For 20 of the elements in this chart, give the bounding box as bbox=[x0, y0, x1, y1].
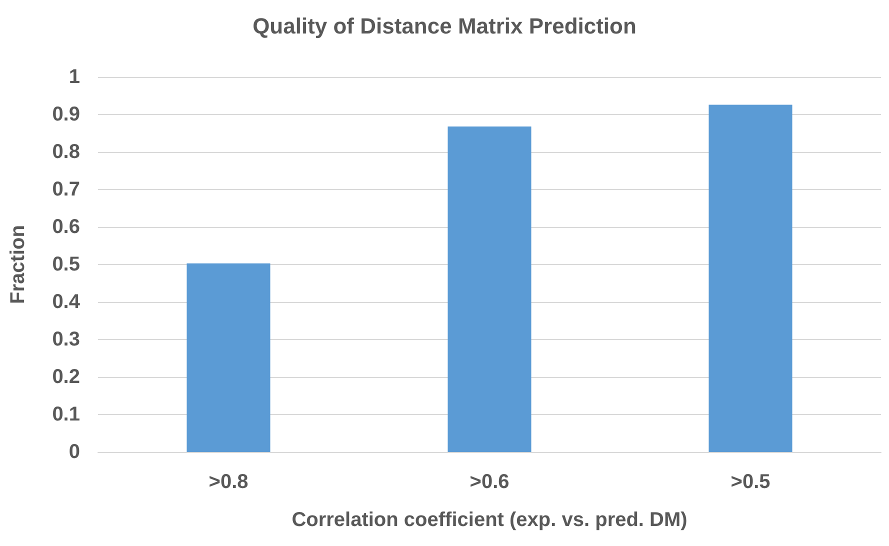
x-axis-title: Correlation coefficient (exp. vs. pred. DM) bbox=[292, 509, 688, 531]
y-tick-label: 1 bbox=[68, 66, 80, 88]
y-tick-label: 0.7 bbox=[52, 178, 80, 200]
y-tick-label: 0.9 bbox=[52, 104, 80, 126]
y-tick-label: 0.2 bbox=[52, 366, 80, 388]
y-tick-label: 0 bbox=[68, 441, 80, 463]
y-axis-title: Fraction bbox=[7, 225, 29, 304]
y-tick-label: 0.3 bbox=[52, 328, 80, 350]
x-tick-label: >0.6 bbox=[470, 471, 510, 493]
bar bbox=[708, 104, 792, 452]
bar bbox=[186, 263, 270, 452]
x-tick-label: >0.8 bbox=[208, 471, 248, 493]
y-tick-label: 0.6 bbox=[52, 216, 80, 238]
y-tick-label: 0.1 bbox=[52, 404, 80, 426]
y-tick-label: 0.4 bbox=[52, 291, 81, 313]
y-tick-label: 0.5 bbox=[52, 254, 80, 276]
x-tick-label: >0.5 bbox=[730, 471, 770, 493]
y-tick-label: 0.8 bbox=[52, 141, 80, 163]
bar bbox=[448, 126, 532, 452]
chart-title: Quality of Distance Matrix Prediction bbox=[252, 14, 636, 38]
